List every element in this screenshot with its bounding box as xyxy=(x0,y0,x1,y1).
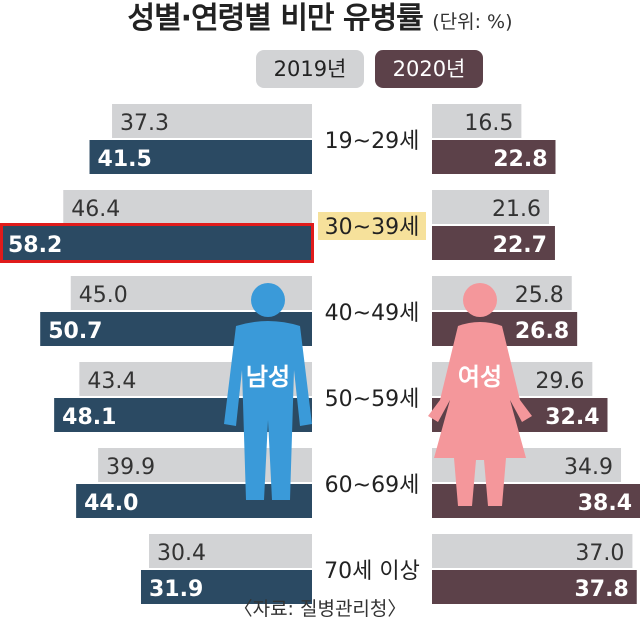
source-note: 〈자료: 질병관리청〉 xyxy=(233,598,407,620)
label-female-2019: 25.8 xyxy=(515,283,564,308)
label-male-2020: 44.0 xyxy=(84,491,138,516)
label-female-2019: 37.0 xyxy=(575,541,624,566)
label-female-2019: 34.9 xyxy=(564,455,613,480)
label-male-2019: 43.4 xyxy=(87,369,136,394)
bar-male-2020 xyxy=(89,140,312,174)
label-male-2019: 37.3 xyxy=(120,111,169,136)
category-label: 60~69세 xyxy=(325,473,420,498)
bar-female-2019 xyxy=(432,534,633,568)
female-figure-body xyxy=(428,322,532,506)
unit-label: (단위: %) xyxy=(432,11,513,33)
label-female-2019: 16.5 xyxy=(464,111,513,136)
bar-male-2020 xyxy=(0,226,312,260)
label-female-2020: 37.8 xyxy=(574,577,628,602)
category-highlight xyxy=(318,212,426,240)
category-label: 40~49세 xyxy=(325,301,420,326)
category-label: 30~39세 xyxy=(325,215,420,240)
label-male-2020: 48.1 xyxy=(62,405,116,430)
label-male-2019: 46.4 xyxy=(71,197,120,222)
category-label: 50~59세 xyxy=(325,387,420,412)
label-female-2020: 22.8 xyxy=(493,147,547,172)
value-labels-layer: 37.3 41.5 16.5 22.8 19~29세 46.4 58.2 21.6 22.7 30… xyxy=(0,111,632,602)
label-male-2019: 30.4 xyxy=(157,541,206,566)
male-figure-label: 남성 xyxy=(246,363,290,391)
bar-female-2020 xyxy=(432,226,555,260)
category-label: 70세 이상 xyxy=(324,559,420,584)
highlight-outline xyxy=(0,223,314,263)
bar-male-2020 xyxy=(140,570,312,604)
label-female-2020: 38.4 xyxy=(578,491,632,516)
female-figure-label: 여성 xyxy=(458,363,502,391)
chart-title: 성별·연령별 비만 유병률 (단위: %) xyxy=(0,0,640,40)
male-figure-body xyxy=(224,321,312,500)
label-male-2020: 31.9 xyxy=(149,577,203,602)
male-figure-head xyxy=(251,283,285,317)
bar-male-2019 xyxy=(149,534,312,568)
chart-title-text: 성별·연령별 비만 유병률 xyxy=(127,1,423,36)
bar-male-2019 xyxy=(63,190,312,224)
label-female-2020: 22.7 xyxy=(493,233,547,258)
label-male-2020: 50.7 xyxy=(48,319,102,344)
bar-female-2019 xyxy=(432,104,522,138)
bar-female-2020 xyxy=(432,570,637,604)
label-female-2020: 32.4 xyxy=(545,405,599,430)
figures-layer xyxy=(224,283,532,506)
category-label: 19~29세 xyxy=(325,129,420,154)
female-figure-head xyxy=(463,283,497,317)
label-female-2020: 26.8 xyxy=(515,319,569,344)
bar-female-2019 xyxy=(432,190,549,224)
label-male-2019: 45.0 xyxy=(79,283,128,308)
label-male-2019: 39.9 xyxy=(106,455,155,480)
label-female-2019: 21.6 xyxy=(492,197,541,222)
label-female-2019: 29.6 xyxy=(535,369,584,394)
legend-2019: 2019년 xyxy=(256,50,364,88)
bars-layer xyxy=(0,104,640,604)
bar-male-2019 xyxy=(112,104,313,138)
bar-female-2019 xyxy=(432,276,572,310)
label-male-2020: 41.5 xyxy=(98,147,152,172)
label-male-2020: 58.2 xyxy=(8,233,62,258)
bar-female-2020 xyxy=(432,140,556,174)
legend-2020: 2020년 xyxy=(375,50,483,88)
